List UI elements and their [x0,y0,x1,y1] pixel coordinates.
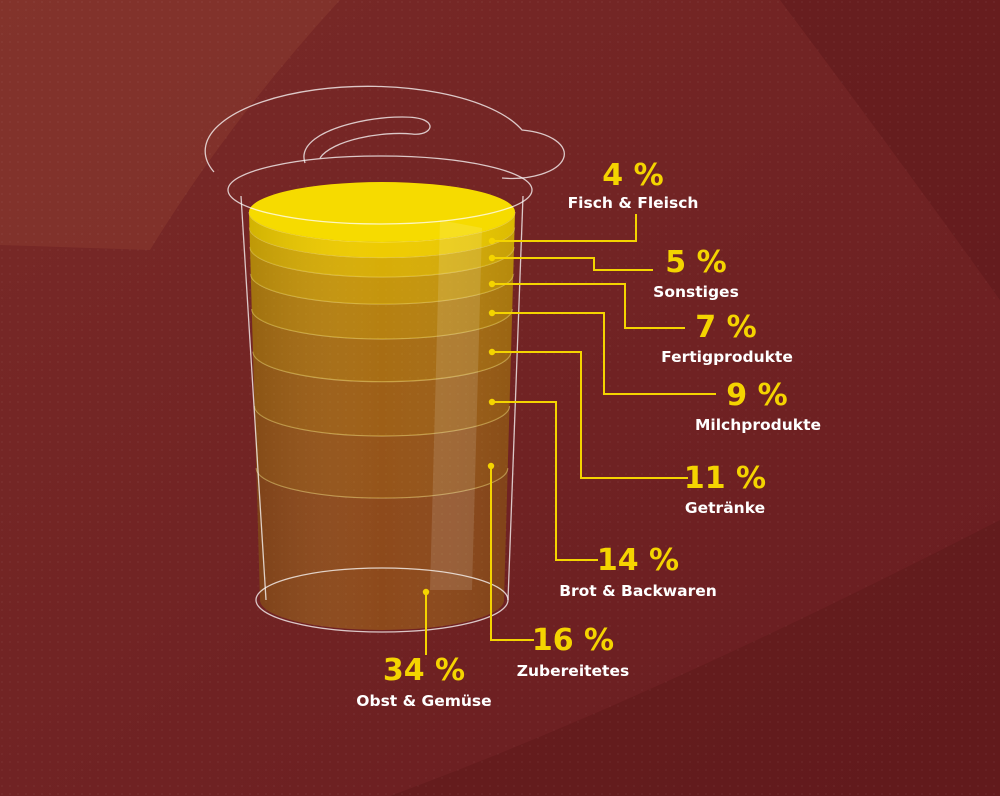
category-label: Obst & Gemüse [356,692,491,710]
label-zubereitetes: 16 % Zubereitetes [487,462,629,680]
value-label: 7 % [695,310,756,345]
leader-dot [488,309,496,317]
cup-lid-handle [303,116,431,164]
leader-line [492,283,685,329]
leader-line [492,257,653,271]
cup-layer-shade [251,309,513,382]
category-label: Fisch & Fleisch [568,194,699,212]
leader-line [492,401,598,561]
leader-line [492,351,688,479]
label-fertigprodukte: 7 % Fertigprodukte [488,280,793,366]
value-label: 11 % [684,461,766,496]
value-label: 4 % [602,158,663,193]
value-label: 5 % [665,245,726,280]
cup-highlight [430,220,482,590]
cup-layer-shade [249,246,515,305]
cup-layer-shade [249,212,515,258]
cup-rim-outline [227,155,533,225]
label-brot-and-backwaren: 14 % Brot & Backwaren [488,398,717,600]
cup-layer-shade [256,468,508,630]
value-label: 16 % [532,623,614,658]
leader-line [492,214,637,242]
leader-dot [488,280,496,288]
category-label: Milchprodukte [695,416,821,434]
cup-lid-outline [204,85,566,180]
leader-dot [488,398,496,406]
category-label: Brot & Backwaren [559,582,717,600]
leader-dot [488,254,496,262]
category-label: Sonstiges [653,283,739,301]
leader-dot [487,462,495,470]
value-label: 34 % [383,653,465,688]
category-label: Zubereitetes [517,662,629,680]
category-label: Fertigprodukte [661,348,793,366]
cup-layer-shade [249,227,515,277]
label-obst-and-gemuese: 34 % Obst & Gemüse [356,588,492,710]
value-label: 9 % [726,378,787,413]
leader-dot [488,237,496,245]
cup-layer-shade [252,351,512,436]
leader-dot [488,348,496,356]
leader-dot [422,588,430,596]
cup-fill-top [249,182,515,242]
category-label: Getränke [685,499,765,517]
cup-right-wall [507,195,524,601]
label-getraenke: 11 % Getränke [488,348,766,517]
cup-layer-shade [254,406,510,499]
value-label: 14 % [597,543,679,578]
label-sonstiges: 5 % Sonstiges [488,245,739,301]
label-fisch-and-fleisch: 4 %Fisch & Fleisch [488,158,699,245]
leader-line [490,466,534,641]
cup-left-wall [240,195,267,601]
label-milchprodukte: 9 % Milchprodukte [488,309,821,434]
cup-layer-shade [250,274,514,339]
leader-line [492,312,716,395]
